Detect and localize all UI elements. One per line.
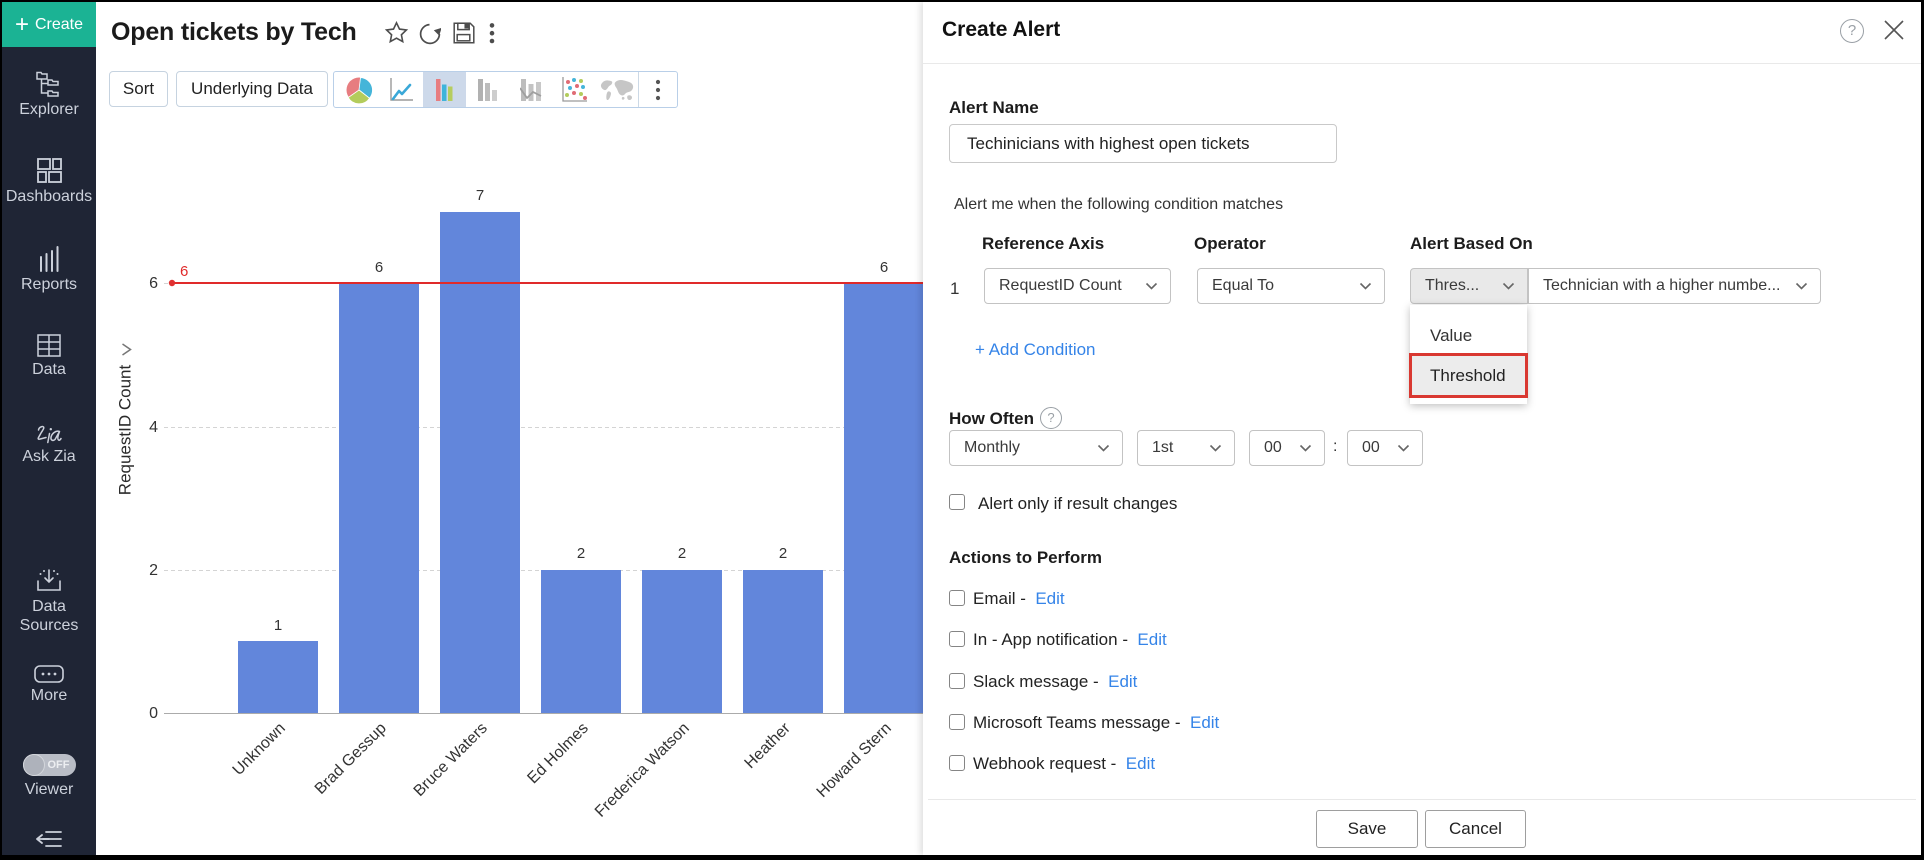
svg-text:1: 1 xyxy=(274,617,282,634)
svg-text:2: 2 xyxy=(149,562,158,579)
svg-text:Ed Holmes: Ed Holmes xyxy=(524,720,591,787)
svg-text:Howard Stern: Howard Stern xyxy=(814,720,895,801)
svg-text:4: 4 xyxy=(149,419,158,436)
svg-text:2: 2 xyxy=(779,545,787,562)
svg-text:Frederica Watson: Frederica Watson xyxy=(592,720,693,821)
svg-text:Brad Gessup: Brad Gessup xyxy=(312,720,390,798)
svg-text:6: 6 xyxy=(880,259,888,276)
svg-text:RequestID Count: RequestID Count xyxy=(115,365,134,496)
svg-text:6: 6 xyxy=(375,259,383,276)
svg-text:Bruce Waters: Bruce Waters xyxy=(411,720,491,800)
svg-text:Heather: Heather xyxy=(742,719,795,772)
svg-text:2: 2 xyxy=(577,545,585,562)
svg-text:Unknown: Unknown xyxy=(230,720,289,779)
svg-text:7: 7 xyxy=(476,187,484,204)
svg-text:6: 6 xyxy=(149,275,158,292)
svg-text:2: 2 xyxy=(678,545,686,562)
svg-text:0: 0 xyxy=(149,705,158,722)
svg-text:6: 6 xyxy=(180,263,188,280)
